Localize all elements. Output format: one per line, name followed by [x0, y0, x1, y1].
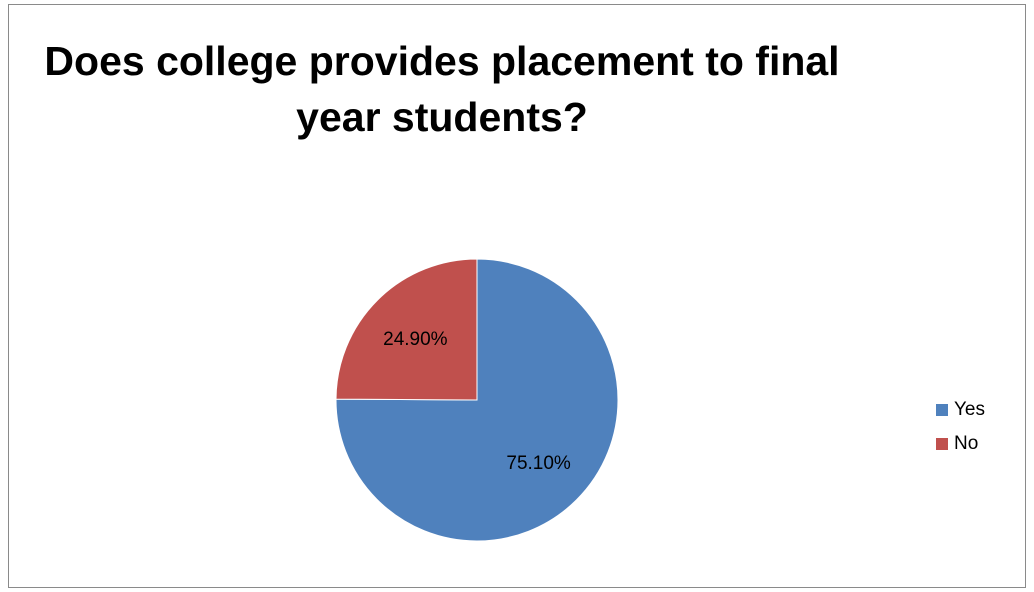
chart-title-line-1: Does college provides placement to final: [44, 38, 840, 84]
legend: Yes No: [936, 393, 985, 461]
chart-title-line-2: year students?: [296, 94, 588, 140]
legend-swatch-no: [936, 438, 948, 450]
pie-data-labels: 75.10% 24.90%: [383, 329, 571, 474]
data-label-no: 24.90%: [383, 329, 448, 350]
pie-slices: [335, 258, 619, 542]
data-label-yes: 75.10%: [506, 453, 571, 474]
legend-label-no: No: [954, 433, 979, 454]
pie-chart: 75.10% 24.90%: [335, 258, 619, 542]
legend-item-no: No: [936, 427, 985, 461]
pie-slice-yes: [335, 258, 619, 542]
legend-label-yes: Yes: [954, 399, 985, 420]
pie-slice-no: [335, 258, 478, 401]
chart-frame: Does college provides placement to final…: [8, 4, 1026, 588]
legend-swatch-yes: [936, 404, 948, 416]
legend-item-yes: Yes: [936, 393, 985, 427]
chart-title: Does college provides placement to final…: [9, 33, 875, 145]
